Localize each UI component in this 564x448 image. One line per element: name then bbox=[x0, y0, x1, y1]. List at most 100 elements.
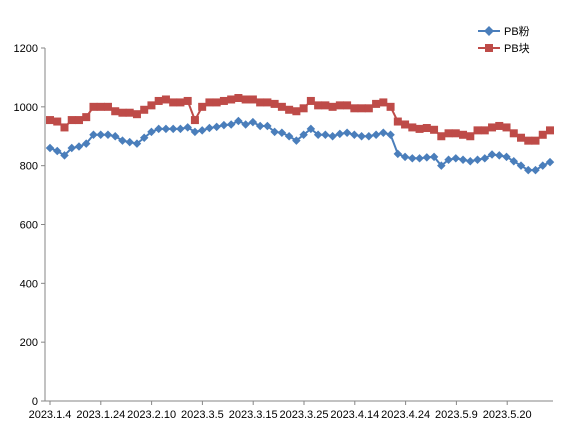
data-point-diamond bbox=[408, 154, 417, 163]
data-point-diamond bbox=[473, 155, 482, 165]
data-point-diamond bbox=[190, 127, 200, 137]
data-point-square bbox=[379, 98, 388, 107]
data-point-square bbox=[393, 117, 402, 126]
data-point-square bbox=[82, 113, 91, 122]
data-point-diamond bbox=[284, 132, 294, 141]
data-point-square bbox=[430, 125, 439, 134]
data-point-square bbox=[437, 132, 446, 141]
data-point-square bbox=[502, 123, 511, 132]
data-point-diamond bbox=[219, 120, 229, 130]
data-point-diamond bbox=[328, 132, 337, 141]
data-point-square bbox=[46, 116, 54, 125]
x-tick-label: 2023.3.15 bbox=[229, 409, 278, 421]
data-point-diamond bbox=[53, 146, 62, 156]
data-point-square bbox=[227, 95, 236, 104]
data-point-diamond bbox=[212, 122, 221, 132]
data-point-diamond bbox=[437, 161, 446, 170]
data-point-square bbox=[256, 98, 265, 107]
data-point-square bbox=[524, 136, 533, 145]
data-point-square bbox=[473, 126, 482, 135]
data-point-diamond bbox=[67, 143, 76, 153]
legend-label-pb-fines: PB粉 bbox=[504, 25, 530, 38]
data-point-square bbox=[140, 105, 149, 114]
x-tick-label: 2023.2.10 bbox=[127, 409, 176, 421]
data-point-square bbox=[89, 102, 98, 111]
data-point-square bbox=[495, 121, 504, 130]
data-point-square bbox=[118, 108, 127, 117]
data-point-square bbox=[517, 133, 526, 142]
data-point-diamond bbox=[248, 117, 258, 127]
data-point-diamond bbox=[306, 124, 316, 134]
data-point-square bbox=[154, 96, 163, 105]
data-point-square bbox=[299, 104, 308, 113]
data-point-diamond bbox=[350, 130, 359, 140]
data-point-square bbox=[53, 117, 62, 126]
data-point-square bbox=[125, 108, 134, 117]
data-point-diamond bbox=[110, 132, 120, 141]
data-point-diamond bbox=[429, 152, 439, 162]
data-point-square bbox=[401, 120, 410, 129]
series-pb-fines bbox=[45, 116, 555, 175]
data-point-diamond bbox=[466, 157, 475, 166]
data-point-diamond bbox=[292, 136, 301, 145]
data-point-square bbox=[277, 102, 286, 111]
data-point-diamond bbox=[81, 139, 91, 148]
data-point-square bbox=[60, 123, 69, 132]
y-tick-label: 0 bbox=[32, 396, 38, 408]
data-point-square bbox=[314, 101, 323, 110]
data-point-square bbox=[466, 132, 475, 141]
data-point-square bbox=[183, 96, 192, 105]
x-tick-label: 2023.5.20 bbox=[483, 409, 532, 421]
data-point-diamond bbox=[226, 120, 236, 129]
series-line bbox=[49, 119, 551, 172]
data-point-diamond bbox=[168, 124, 178, 134]
data-point-diamond bbox=[545, 157, 555, 167]
data-point-square bbox=[198, 102, 207, 111]
legend-marker-pb-fines bbox=[484, 26, 494, 36]
data-point-square bbox=[546, 126, 554, 135]
data-point-square bbox=[147, 101, 156, 110]
data-point-diamond bbox=[480, 154, 490, 163]
data-point-diamond bbox=[154, 124, 163, 134]
data-point-diamond bbox=[415, 154, 424, 163]
data-point-diamond bbox=[270, 127, 279, 137]
data-point-square bbox=[509, 129, 518, 138]
data-point-square bbox=[480, 126, 489, 135]
data-point-square bbox=[451, 129, 460, 138]
data-point-diamond bbox=[342, 128, 352, 137]
data-point-diamond bbox=[197, 126, 207, 135]
data-point-square bbox=[335, 101, 344, 110]
data-point-diamond bbox=[205, 123, 214, 133]
data-point-diamond bbox=[263, 121, 272, 131]
data-point-diamond bbox=[277, 128, 287, 137]
data-point-square bbox=[176, 98, 185, 107]
data-point-diamond bbox=[451, 154, 461, 163]
y-tick-label: 600 bbox=[20, 220, 38, 232]
data-point-diamond bbox=[444, 155, 453, 165]
data-point-diamond bbox=[96, 130, 105, 140]
data-point-diamond bbox=[161, 124, 171, 134]
data-point-square bbox=[538, 130, 547, 139]
y-tick-label: 400 bbox=[20, 278, 38, 290]
series-pb-lump bbox=[46, 94, 554, 145]
data-point-square bbox=[488, 123, 497, 132]
data-point-diamond bbox=[139, 133, 149, 142]
data-point-diamond bbox=[422, 153, 432, 162]
data-point-square bbox=[248, 95, 257, 104]
data-point-diamond bbox=[118, 136, 127, 145]
x-tick-label: 2023.4.14 bbox=[330, 409, 379, 421]
data-point-square bbox=[96, 102, 105, 111]
data-point-square bbox=[270, 99, 279, 108]
data-point-square bbox=[459, 130, 468, 139]
x-tick-label: 2023.3.25 bbox=[280, 409, 329, 421]
data-point-diamond bbox=[125, 137, 134, 147]
data-point-square bbox=[67, 116, 76, 125]
data-point-diamond bbox=[132, 139, 142, 148]
data-point-square bbox=[103, 102, 112, 111]
x-tick-label: 2023.1.24 bbox=[76, 409, 125, 421]
x-tick-label: 2023.4.24 bbox=[381, 409, 430, 421]
data-point-diamond bbox=[371, 130, 381, 140]
x-axis-ticks: 2023.1.4 2023.1.24 2023.2.10 2023.3.5 2023.3… bbox=[29, 401, 532, 421]
data-point-diamond bbox=[495, 151, 504, 160]
